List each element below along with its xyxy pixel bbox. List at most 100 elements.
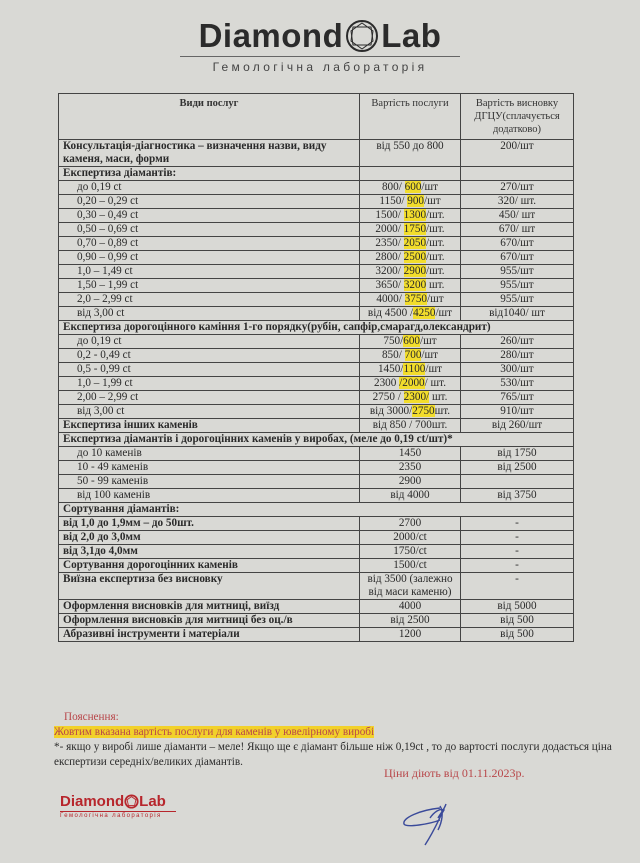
conclusion-price: 200/шт (460, 139, 574, 167)
service-price: 1200 (359, 627, 461, 642)
service-name: Експертиза діамантів: (58, 166, 360, 181)
service-name: до 0,19 ct (58, 180, 360, 195)
price-text: від 4500 / (367, 307, 414, 319)
service-name: 0,90 – 0,99 ct (58, 250, 360, 265)
table-row: 0,2 - 0,49 ct 850/ 700/шт 280/шт (58, 348, 574, 363)
section-header-row: Сортування діамантів: (58, 502, 574, 517)
table-row: 1,0 – 1,99 ct 2300 /2000/ шт. 530/шт (58, 376, 574, 391)
service-name: 0,20 – 0,29 ct (58, 194, 360, 209)
price-unit: шт. (426, 279, 445, 291)
price-text: 4000/ (376, 293, 405, 305)
footer-logo-left: Diamond (60, 793, 125, 810)
service-price: від 850 / 700шт. (359, 418, 461, 433)
conclusion-price: від 500 (460, 627, 574, 642)
service-name: від 3,1до 4,0мм (58, 544, 360, 559)
price-text: 800/ (381, 181, 405, 193)
price-text: 1150/ (379, 195, 408, 207)
service-price: 850/ 700/шт (359, 348, 461, 363)
conclusion-price: від 260/шт (460, 418, 574, 433)
table-row: Сортування дорогоцінних каменів 1500/ct - (58, 558, 574, 573)
price-highlighted: 600 (404, 181, 422, 193)
table-row: до 10 каменів 1450 від 1750 (58, 446, 574, 461)
conclusion-price: 955/шт (460, 292, 574, 307)
table-row: від 1,0 до 1,9мм – до 50шт. 2700 - (58, 516, 574, 531)
service-price: 1150/ 900/шт (359, 194, 461, 209)
price-unit: /шт. (426, 265, 445, 277)
price-unit: /шт (427, 293, 444, 305)
conclusion-price: - (460, 516, 574, 531)
service-name: 1,50 – 1,99 ct (58, 278, 360, 293)
price-unit: /шт (421, 349, 439, 361)
price-unit: / шт. (424, 377, 447, 389)
conclusion-price: 280/шт (460, 348, 574, 363)
service-name: 1,0 – 1,49 ct (58, 264, 360, 279)
service-price: від 2500 (359, 613, 461, 628)
price-text: 2750 / (372, 391, 404, 403)
service-name: від 2,0 до 3,0мм (58, 530, 360, 545)
conclusion-price: - (460, 558, 574, 573)
price-highlighted: 2050 (403, 237, 427, 249)
asterisk-note: *- якщо у виробі лише діаманти – меле! Я… (54, 741, 612, 768)
table-row: Експертиза діамантів: (58, 166, 574, 181)
table-row: Оформлення висновків для митниці, виїзд 4… (58, 599, 574, 614)
price-text: 2900 (398, 475, 422, 487)
service-price: 1750/ct (359, 544, 461, 559)
column-header-conclusion: Вартість висновку ДГЦУ(сплачується додат… (460, 93, 574, 140)
table-row: 1,50 – 1,99 ct 3650/ 3200 шт. 955/шт (58, 278, 574, 293)
service-name: 1,0 – 1,99 ct (58, 376, 360, 391)
price-text: від 850 / 700шт. (372, 419, 448, 431)
price-text: 2800/ (375, 251, 404, 263)
price-unit: /шт (425, 363, 443, 375)
service-name: 0,2 - 0,49 ct (58, 348, 360, 363)
logo-subtitle: Гемологічна лабораторія (212, 60, 428, 74)
service-price: 2750 / 2300/ шт. (359, 390, 461, 405)
table-row: від 2,0 до 3,0мм 2000/ct - (58, 530, 574, 545)
service-price: 2800/ 2500/шт. (359, 250, 461, 265)
valid-from: Ціни діють від 01.11.2023р. (384, 766, 525, 780)
service-name: 0,5 - 0,99 ct (58, 362, 360, 377)
price-highlighted: 1100 (403, 363, 426, 375)
service-price: 3650/ 3200 шт. (359, 278, 461, 293)
conclusion-price (460, 474, 574, 489)
table-row: до 0,19 ct 750/600/шт 260/шт (58, 334, 574, 349)
price-text: 2000/ (375, 223, 404, 235)
conclusion-price: від1040/ шт (460, 306, 574, 321)
highlight-note: Жовтим вказана вартість послуги для каме… (54, 726, 375, 738)
price-text: 2350/ (375, 237, 404, 249)
service-name: від 1,0 до 1,9мм – до 50шт. (58, 516, 360, 531)
footer-logo: Diamond Lab Гемологічна лабораторія (60, 793, 176, 819)
diamond-icon (124, 794, 139, 809)
price-highlighted: 3200 (403, 279, 427, 291)
service-name: Абразивні інструменти і матеріали (58, 627, 360, 642)
conclusion-price: 910/шт (460, 404, 574, 419)
table-row: 50 - 99 каменів 2900 (58, 474, 574, 489)
table-row: від 3,00 ct від 4500 /4250/шт від1040/ шт (58, 306, 574, 321)
price-text: 1500/ (375, 209, 404, 221)
table-row: 0,90 – 0,99 ct 2800/ 2500/шт. 670/шт (58, 250, 574, 265)
table-row: Оформлення висновків для митниці без оц.… (58, 613, 574, 628)
service-price: 1450/1100/шт (359, 362, 461, 377)
service-name: Консультація-діагностика – визначення на… (58, 139, 360, 167)
conclusion-price: від 500 (460, 613, 574, 628)
service-name: 2,0 – 2,99 ct (58, 292, 360, 307)
service-name: 0,50 – 0,69 ct (58, 222, 360, 237)
service-name: Сортування діамантів: (58, 502, 574, 517)
service-price: 2900 (359, 474, 461, 489)
notes: Пояснення: Жовтим вказана вартість послу… (54, 710, 614, 770)
price-table: Види послуг Вартість послуги Вартість ви… (58, 93, 574, 642)
service-name: Виїзна експертиза без висновку (58, 572, 360, 600)
price-highlighted: 600 (403, 335, 421, 347)
conclusion-price: 320/ шт. (460, 194, 574, 209)
footer-logo-subtitle: Гемологічна лабораторія (60, 813, 162, 819)
service-price: 1500/ct (359, 558, 461, 573)
conclusion-price (460, 166, 574, 181)
logo-text-left: Diamond (198, 17, 344, 54)
logo-divider (180, 56, 460, 57)
price-unit: /шт. (426, 237, 445, 249)
price-text: 1500/ct (393, 559, 427, 571)
price-unit: /шт. (426, 209, 445, 221)
table-row: до 0,19 ct 800/ 600/шт 270/шт (58, 180, 574, 195)
footer-logo-divider (60, 811, 176, 812)
service-name: 10 - 49 каменів (58, 460, 360, 475)
conclusion-price: - (460, 530, 574, 545)
